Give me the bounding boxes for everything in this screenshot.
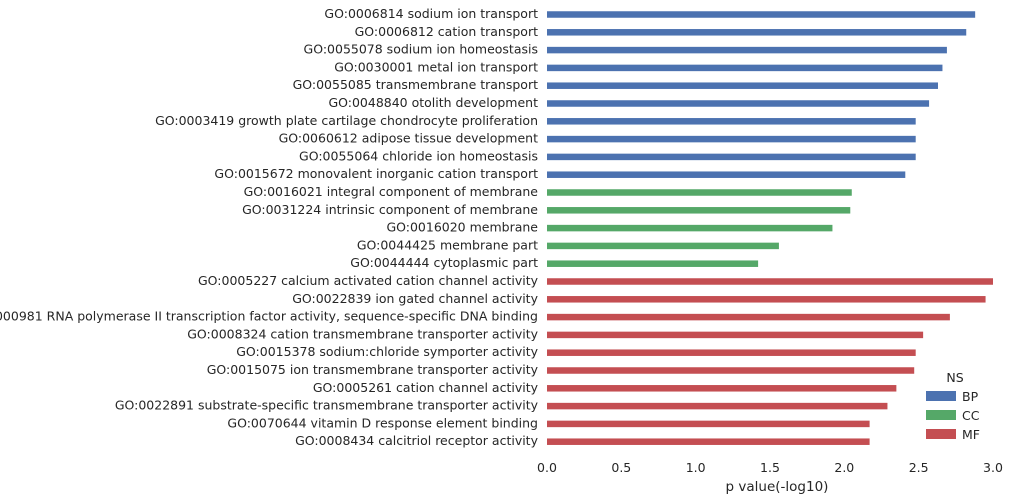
bars <box>547 11 993 445</box>
bar <box>547 224 833 232</box>
category-label: GO:0016020 membrane <box>386 220 538 235</box>
category-label: GO:0048840 otolith development <box>328 95 538 110</box>
bar <box>547 385 897 392</box>
legend-label: MF <box>962 427 980 442</box>
category-label: GO:0005227 calcium activated cation chan… <box>198 273 539 288</box>
bar <box>547 11 976 18</box>
category-label: GO:0006812 cation transport <box>355 24 538 39</box>
bar <box>547 313 950 321</box>
category-label: GO:0070644 vitamin D response element bi… <box>227 415 538 430</box>
legend-swatch <box>926 410 956 420</box>
category-label: GO:0016021 integral component of membran… <box>244 184 539 199</box>
bar <box>547 29 967 36</box>
category-label: GO:0000981 RNA polymerase II transcripti… <box>0 309 538 324</box>
legend-swatch <box>926 391 956 401</box>
bar <box>547 260 759 267</box>
bar <box>547 438 870 445</box>
legend-label: CC <box>962 408 980 423</box>
category-label: GO:0060612 adipose tissue development <box>279 131 539 146</box>
x-tick-label: 2.0 <box>834 460 854 475</box>
x-tick-label: 2.5 <box>909 460 929 475</box>
bar <box>547 82 938 89</box>
category-label: GO:0008324 cation transmembrane transpor… <box>187 326 538 341</box>
category-label: GO:0022891 substrate-specific transmembr… <box>115 398 539 413</box>
bar <box>547 118 916 125</box>
legend-label: BP <box>962 389 979 404</box>
category-label: GO:0022839 ion gated channel activity <box>292 291 538 306</box>
x-axis-ticks: 0.0 0.5 1.0 1.5 2.0 2.5 3.0 <box>537 460 1003 475</box>
bar <box>547 420 870 428</box>
category-label: GO:0030001 metal ion transport <box>334 59 538 74</box>
bar <box>547 135 916 143</box>
bar <box>547 100 930 107</box>
category-label: GO:0008434 calcitriol receptor activity <box>295 433 539 448</box>
bar <box>547 402 888 410</box>
x-axis-title: p value(-log10) <box>726 479 829 495</box>
x-tick-label: 3.0 <box>983 460 1003 475</box>
bar <box>547 242 779 250</box>
legend: NS BP CC MF <box>926 370 980 442</box>
x-tick-label: 1.0 <box>686 460 706 475</box>
bar <box>547 153 916 161</box>
category-label: GO:0044444 cytoplasmic part <box>350 255 538 270</box>
category-label: GO:0015672 monovalent inorganic cation t… <box>214 166 538 181</box>
bar <box>547 64 943 72</box>
bar <box>547 331 924 339</box>
x-tick-label: 0.0 <box>537 460 557 475</box>
category-labels: GO:0006814 sodium ion transport GO:000681… <box>0 6 539 448</box>
bar <box>547 349 916 356</box>
x-tick-label: 0.5 <box>611 460 631 475</box>
bar <box>547 189 852 196</box>
x-tick-label: 1.5 <box>760 460 780 475</box>
category-label: GO:0031224 intrinsic component of membra… <box>242 202 538 217</box>
bar <box>547 171 906 178</box>
category-label: GO:0006814 sodium ion transport <box>324 6 538 21</box>
category-label: GO:0015378 sodium:chloride symporter act… <box>236 344 538 359</box>
bar <box>547 296 986 303</box>
bar <box>547 207 851 214</box>
bar <box>547 278 993 285</box>
legend-title: NS <box>946 370 963 385</box>
category-label: GO:0055064 chloride ion homeostasis <box>299 148 538 163</box>
bar <box>547 46 947 54</box>
category-label: GO:0055085 transmembrane transport <box>293 77 539 92</box>
category-label: GO:0005261 cation channel activity <box>313 380 539 395</box>
legend-entries: BP CC MF <box>926 389 980 442</box>
bar <box>547 367 915 374</box>
legend-swatch <box>926 429 956 439</box>
category-label: GO:0044425 membrane part <box>357 237 538 252</box>
category-label: GO:0003419 growth plate cartilage chondr… <box>155 113 538 128</box>
category-label: GO:0055078 sodium ion homeostasis <box>304 42 538 57</box>
category-label: GO:0015075 ion transmembrane transporter… <box>207 362 539 377</box>
